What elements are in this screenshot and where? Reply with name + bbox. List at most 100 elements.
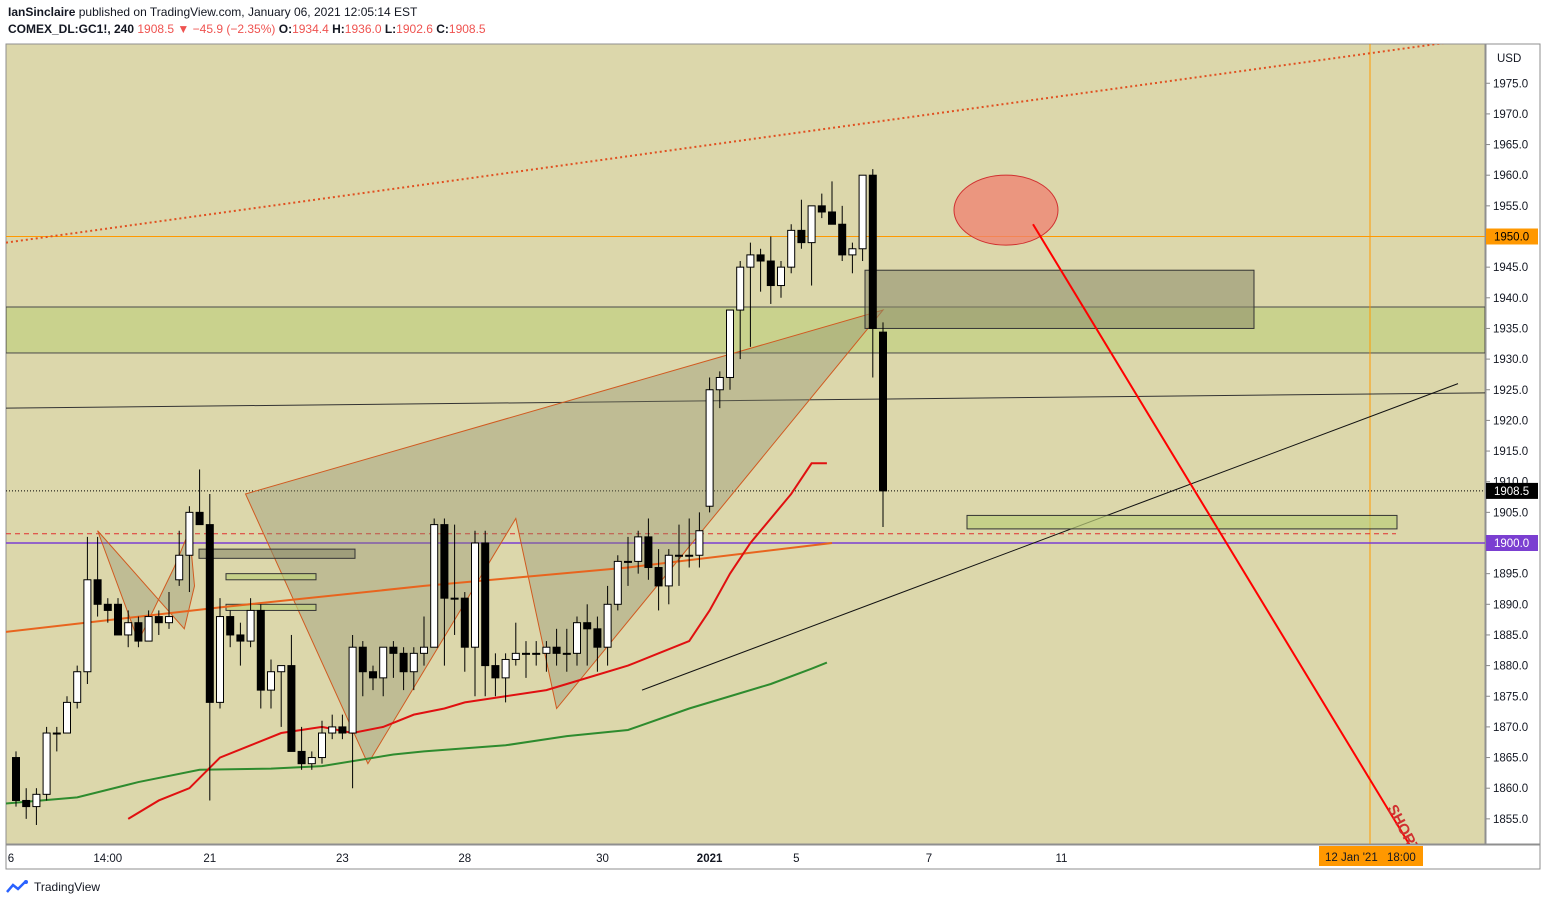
candle — [114, 598, 122, 636]
candle — [338, 714, 347, 740]
candle — [756, 248, 765, 292]
x-tick-label: 7 — [926, 853, 932, 865]
price-change: −45.9 (−2.35%) — [192, 22, 276, 36]
candle — [817, 193, 826, 219]
candle — [634, 530, 643, 574]
y-tick-label: 1970.0 — [1493, 109, 1528, 121]
candle-body — [552, 646, 561, 654]
footer: TradingView — [6, 880, 100, 894]
candle-body — [216, 616, 224, 703]
candle — [420, 616, 428, 666]
candle-body — [22, 799, 31, 808]
support-zone — [6, 306, 1485, 354]
candle — [471, 530, 479, 697]
candle — [430, 518, 439, 648]
projection-line — [1032, 223, 1411, 844]
candle-body — [787, 229, 796, 268]
candle-body — [807, 205, 816, 244]
price-tags: 1950.0 1908.5 1900.0 — [1486, 228, 1538, 551]
tradingview-logo-icon[interactable] — [6, 880, 30, 894]
candle — [277, 665, 286, 727]
candle — [695, 512, 704, 568]
candle-body — [471, 542, 479, 648]
price-tag-bg — [1486, 228, 1538, 245]
ma-green-line — [6, 661, 828, 805]
candle — [624, 536, 632, 586]
candle — [389, 641, 398, 678]
candle-body — [501, 658, 510, 679]
candle — [726, 309, 734, 390]
candle — [573, 616, 581, 666]
y-tick-label: 1875.0 — [1493, 691, 1528, 703]
candle — [522, 641, 530, 678]
candle — [52, 726, 61, 752]
candle-body — [675, 554, 683, 557]
candle-body — [114, 603, 122, 636]
y-tick-label: 1915.0 — [1493, 446, 1528, 458]
candle — [12, 751, 20, 807]
candle-body — [134, 622, 143, 642]
candle — [828, 181, 836, 225]
candle-body — [277, 665, 286, 673]
candle-body — [532, 652, 541, 655]
currency-label: USD — [1497, 53, 1521, 65]
candle-body — [205, 524, 214, 703]
candle-body — [185, 511, 194, 556]
symbol-label[interactable]: COMEX_DL:GC1!, 240 — [8, 22, 135, 36]
price-tag-bg — [1486, 482, 1538, 499]
candle-body — [858, 174, 867, 250]
candle-body — [726, 309, 734, 378]
candle-body — [746, 254, 755, 268]
candle — [613, 555, 622, 611]
price-tag: 1900.0 — [1486, 535, 1538, 551]
high-label: H: — [332, 22, 345, 36]
candle-body — [379, 646, 388, 679]
candle-body — [624, 560, 632, 563]
candle-body — [797, 229, 806, 244]
candle-body — [369, 671, 377, 679]
close-label: C: — [436, 22, 449, 36]
plot-area[interactable] — [5, 43, 1486, 845]
candle-body — [348, 646, 357, 734]
candle — [736, 261, 745, 360]
y-tick-label: 1885.0 — [1493, 630, 1528, 642]
x-tick-label: 21 — [203, 853, 216, 865]
candle-body — [12, 757, 20, 801]
author-name[interactable]: IanSinclaire — [8, 5, 76, 19]
candle — [542, 641, 551, 672]
candle-body — [103, 603, 112, 611]
candle — [246, 598, 255, 648]
price-axis[interactable] — [1485, 43, 1541, 845]
candle-body — [603, 603, 612, 648]
candle — [705, 377, 714, 513]
y-tick-label: 1905.0 — [1493, 507, 1528, 519]
candle-body — [32, 793, 41, 808]
price-tag-text: 1908.5 — [1494, 486, 1529, 498]
candle-body — [838, 223, 847, 256]
candle — [491, 653, 500, 697]
candle-body — [481, 542, 490, 667]
y-tick-label: 1880.0 — [1493, 661, 1528, 673]
candles-layer — [12, 169, 887, 825]
candle-body — [328, 726, 337, 734]
y-tick-label: 1870.0 — [1493, 722, 1528, 734]
y-tick-label: 1935.0 — [1493, 323, 1528, 335]
x-tick-label: 23 — [336, 853, 349, 865]
candle — [32, 788, 41, 825]
candle-body — [613, 560, 622, 605]
time-axis[interactable] — [5, 844, 1541, 870]
box-small-1 — [198, 548, 356, 559]
candle-body — [868, 174, 877, 329]
candle-body — [307, 757, 316, 765]
candle — [399, 647, 408, 691]
candle-body — [154, 616, 163, 624]
candle — [236, 622, 245, 666]
candle-body — [195, 511, 204, 526]
box-small-2 — [225, 573, 317, 581]
candle — [879, 322, 887, 528]
candle-body — [736, 266, 745, 311]
y-tick-label: 1945.0 — [1493, 262, 1528, 274]
footer-brand[interactable]: TradingView — [34, 880, 101, 894]
candle-body — [491, 665, 500, 679]
